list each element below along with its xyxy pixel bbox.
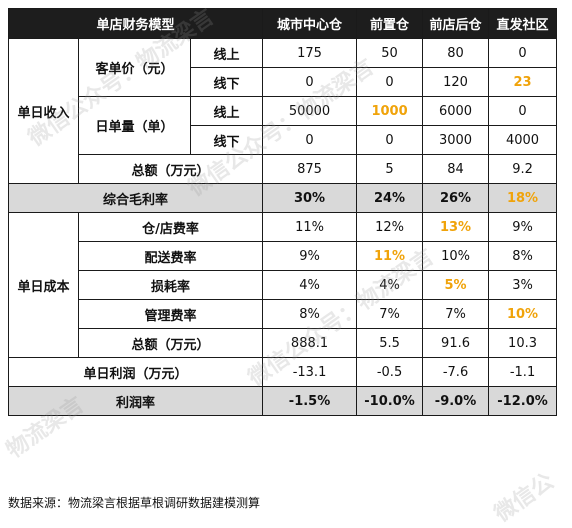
cell: 11% — [262, 212, 358, 242]
group-label-income: 单日收入 — [8, 38, 79, 184]
cell: -12.0% — [488, 386, 558, 416]
cell: 9% — [262, 241, 358, 271]
table-row: 单日收入 客单价（元） 线上 175 50 80 0 — [8, 38, 558, 184]
cell: 9% — [488, 212, 558, 242]
cell: 26% — [422, 183, 490, 213]
row-label-cost: 仓/店费率 — [77, 212, 264, 242]
cell: -10.0% — [356, 386, 424, 416]
cell: 50000 — [262, 96, 358, 126]
cell-highlight: 18% — [488, 183, 558, 213]
row-label-order-count: 日单量（单） — [78, 96, 191, 155]
header-model: 单店财务模型 — [7, 8, 264, 39]
cell: 24% — [356, 183, 424, 213]
row-label-profit-rate: 利润率 — [7, 386, 264, 416]
cell: -13.1 — [262, 357, 358, 387]
cell: 4% — [356, 270, 424, 300]
table-row-gross-margin: 综合毛利率 30% 24% 26% 18% — [7, 183, 558, 213]
cell: 175 — [262, 38, 358, 68]
cell: 80 — [422, 38, 490, 68]
cell: 0 — [262, 125, 358, 155]
cell-highlight: 5% — [422, 270, 490, 300]
row-label-cost: 损耗率 — [77, 270, 264, 300]
cell: 5.5 — [356, 328, 424, 358]
cell: 0 — [356, 125, 424, 155]
cell: 3% — [488, 270, 558, 300]
cell: -1.1 — [488, 357, 558, 387]
header-row: 单店财务模型 城市中心仓 前置仓 前店后仓 直发社区 — [7, 8, 558, 39]
cell: 888.1 — [262, 328, 358, 358]
cell: 4% — [262, 270, 358, 300]
row-label-cost: 管理费率 — [77, 299, 264, 329]
cell: 0 — [262, 67, 358, 97]
cell: 6000 — [422, 96, 490, 126]
cell: 10.3 — [488, 328, 558, 358]
financial-model-table-container: 单店财务模型 城市中心仓 前置仓 前店后仓 直发社区 单日收入 客单价（元） 线… — [7, 8, 558, 484]
cell-highlight: 11% — [356, 241, 424, 271]
cell: 91.6 — [422, 328, 490, 358]
table-row: 配送费率 9% 11% 10% 8% — [9, 241, 558, 271]
header-store-warehouse: 前店后仓 — [422, 8, 490, 39]
cell: 7% — [422, 299, 490, 329]
cell: 0 — [488, 38, 558, 68]
cell: -9.0% — [422, 386, 490, 416]
header-front-warehouse: 前置仓 — [356, 8, 424, 39]
cell: -7.6 — [422, 357, 490, 387]
group-label-cost: 单日成本 — [8, 212, 79, 358]
channel-label-offline: 线下 — [189, 67, 264, 97]
row-label-cost-total: 总额（万元） — [77, 328, 264, 358]
channel-label-offline: 线下 — [189, 125, 264, 155]
cell-highlight: 1000 — [356, 96, 424, 126]
financial-model-table: 单店财务模型 城市中心仓 前置仓 前店后仓 直发社区 单日收入 客单价（元） 线… — [7, 8, 558, 416]
channel-label-online: 线上 — [189, 38, 264, 68]
table-row: 线下 0 0 120 23 — [9, 67, 558, 97]
cell: -0.5 — [356, 357, 424, 387]
cell: 84 — [422, 154, 490, 184]
row-label-gross-margin: 综合毛利率 — [7, 183, 264, 213]
header-city-center-warehouse: 城市中心仓 — [262, 8, 358, 39]
table-row-profit-rate: 利润率 -1.5% -10.0% -9.0% -12.0% — [7, 386, 558, 416]
header-direct-community: 直发社区 — [488, 8, 558, 39]
row-label-order-value: 客单价（元） — [78, 38, 191, 97]
cell: 9.2 — [488, 154, 558, 184]
cell-highlight: 10% — [488, 299, 558, 329]
row-label-daily-profit: 单日利润（万元） — [7, 357, 264, 387]
cell: 30% — [262, 183, 358, 213]
row-label-cost: 配送费率 — [77, 241, 264, 271]
cell: -1.5% — [262, 386, 358, 416]
cell: 7% — [356, 299, 424, 329]
source-note: 数据来源：物流梁言根据草根调研数据建模测算 — [8, 496, 261, 510]
cell: 8% — [262, 299, 358, 329]
table-row: 管理费率 8% 7% 7% 10% — [9, 299, 558, 329]
cell: 0 — [488, 96, 558, 126]
channel-label-online: 线上 — [189, 96, 264, 126]
table-row: 总额（万元） 875 5 84 9.2 — [9, 154, 558, 184]
table-row: 总额（万元） 888.1 5.5 91.6 10.3 — [9, 328, 558, 358]
table-row: 单日成本 仓/店费率 11% 12% 13% 9% — [8, 212, 558, 358]
cell: 50 — [356, 38, 424, 68]
cell-highlight: 13% — [422, 212, 490, 242]
cell: 120 — [422, 67, 490, 97]
row-label-income-total: 总额（万元） — [77, 154, 264, 184]
cell: 4000 — [488, 125, 558, 155]
cell: 8% — [488, 241, 558, 271]
table-row: 日单量（单） 线上 50000 1000 6000 0 — [9, 96, 558, 155]
cell: 5 — [356, 154, 424, 184]
cell: 12% — [356, 212, 424, 242]
table-row: 单日利润（万元） -13.1 -0.5 -7.6 -1.1 — [7, 357, 558, 387]
cell: 10% — [422, 241, 490, 271]
cell: 3000 — [422, 125, 490, 155]
table-row: 损耗率 4% 4% 5% 3% — [9, 270, 558, 300]
cell: 875 — [262, 154, 358, 184]
cell: 0 — [356, 67, 424, 97]
cell-highlight: 23 — [488, 67, 558, 97]
